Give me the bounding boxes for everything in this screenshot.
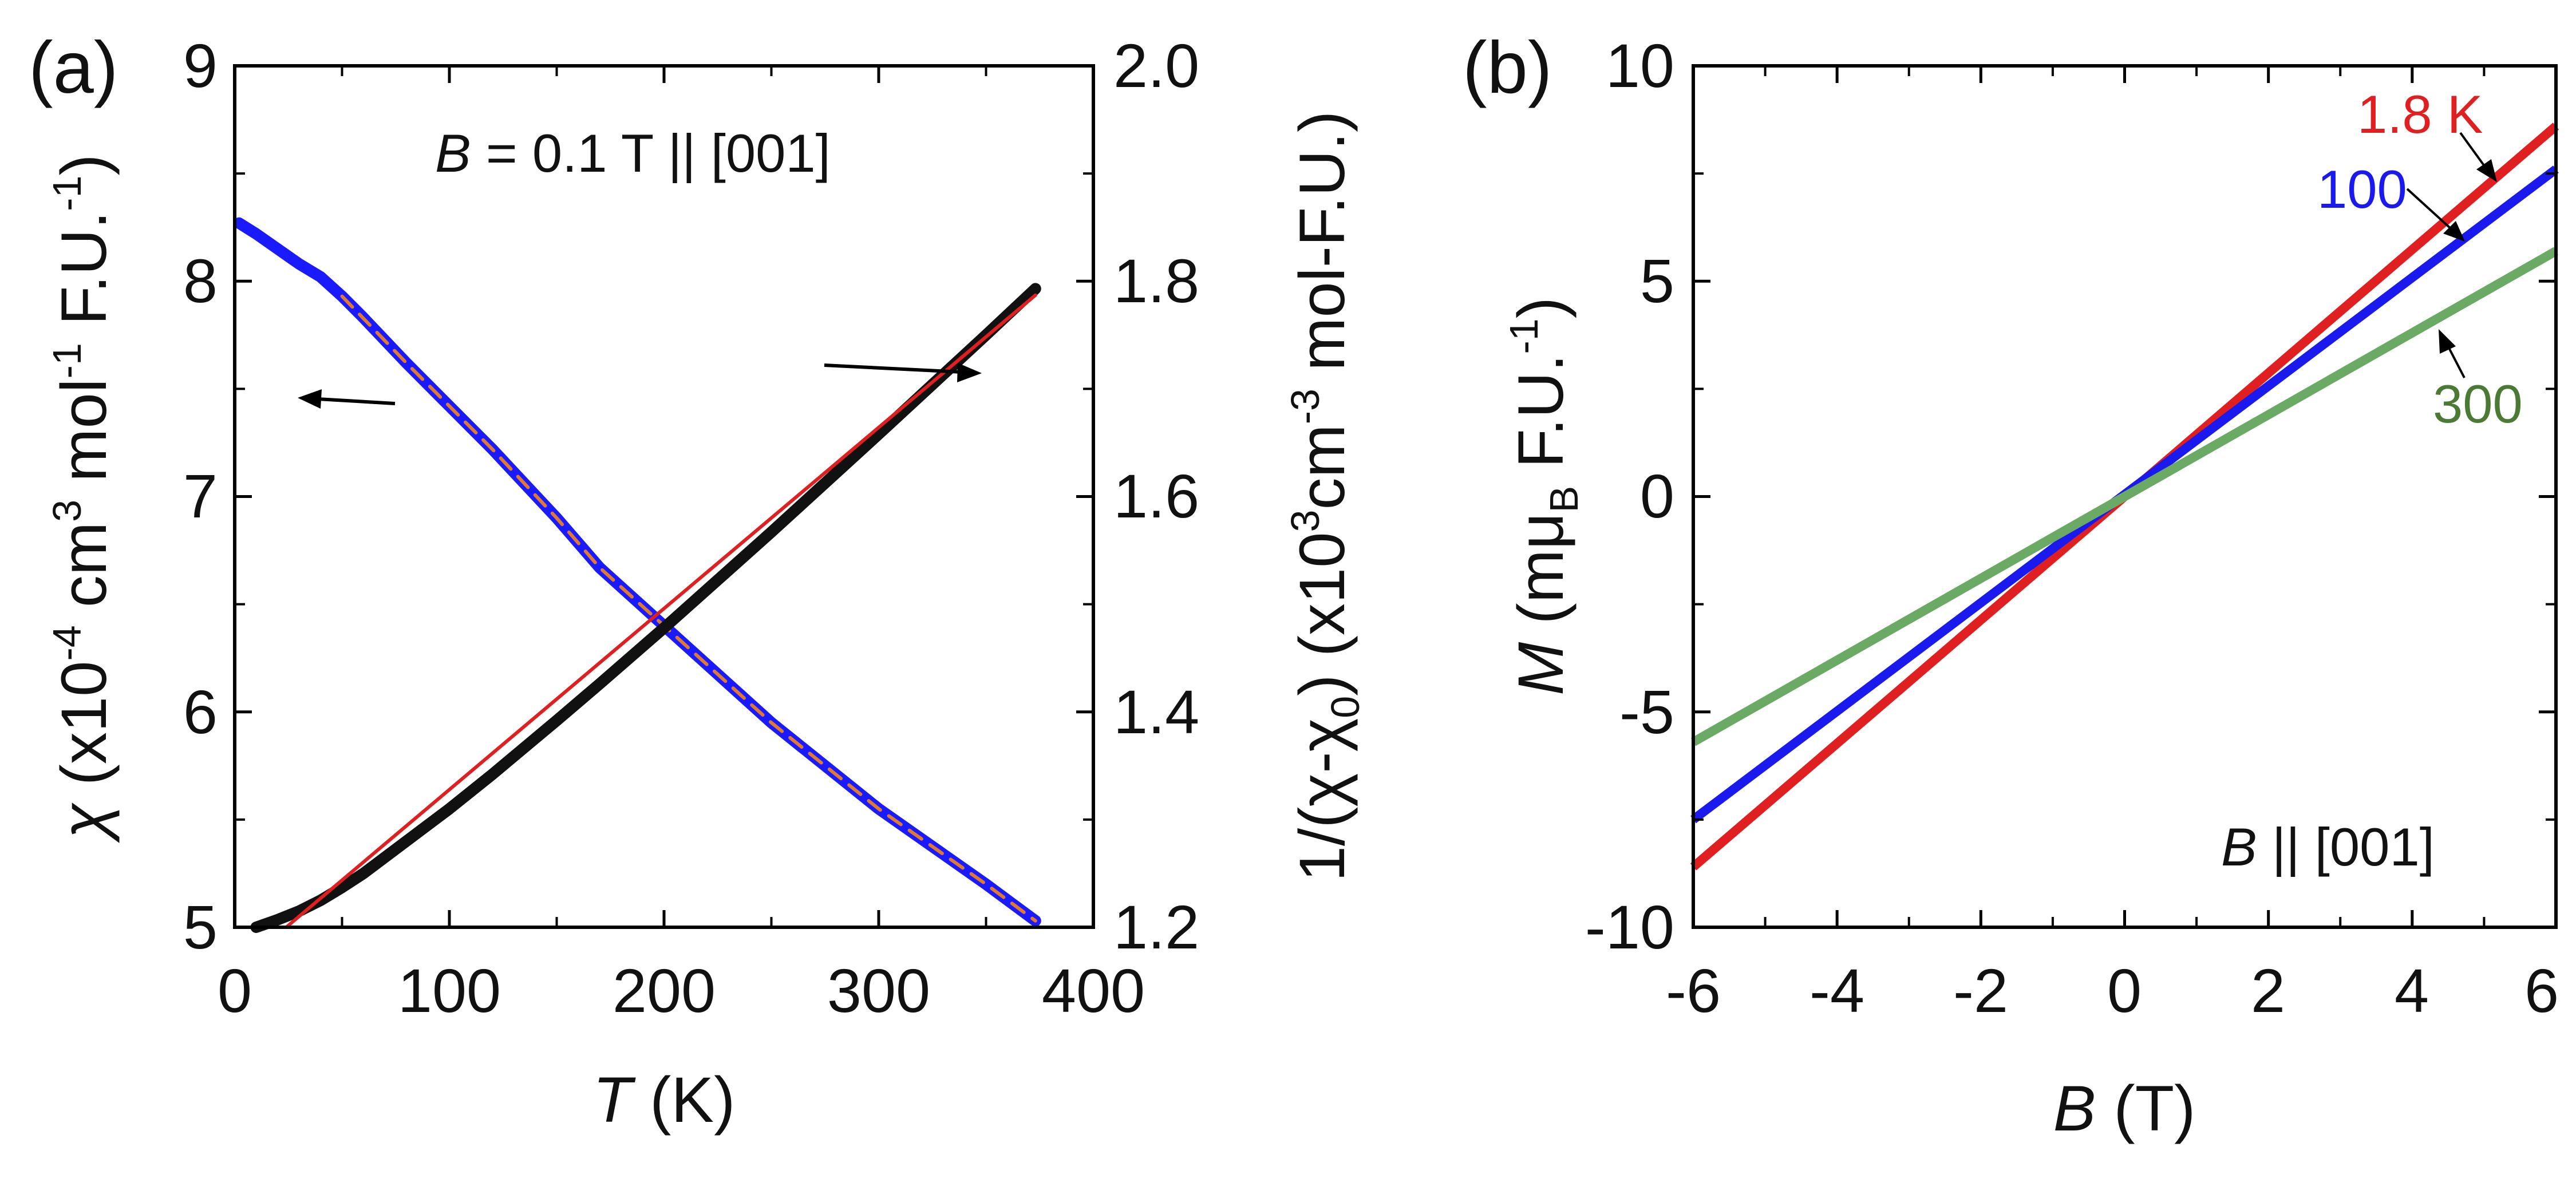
- right-axis-arrow: [824, 363, 982, 382]
- a-ytick-left-7: 7: [183, 461, 218, 531]
- b-annot-text: || [001]: [2257, 817, 2435, 877]
- a-yl-p2: cm: [48, 522, 120, 625]
- b-y-var: M: [1505, 642, 1577, 695]
- a-xtick-400: 400: [1042, 956, 1145, 1025]
- arrow-1.8k: [2459, 132, 2497, 182]
- arrow-100: [2406, 188, 2465, 242]
- panel-b-x-tick-labels: -6 -4 -2 0 2 4 6: [1666, 956, 2559, 1025]
- b-xtick-4: 4: [2395, 956, 2429, 1025]
- a-yl-e2: 3: [45, 500, 89, 522]
- b-ytick-m10: -10: [1585, 892, 1674, 962]
- a-ytick-left-9: 9: [183, 31, 218, 100]
- b-xtick-6: 6: [2524, 956, 2559, 1025]
- series-300: [1691, 247, 2558, 746]
- series-label-1.8k: 1.8 K: [2357, 84, 2483, 144]
- a-yr-p1: 1/(χ-χ: [1286, 718, 1358, 882]
- a-left-y-axis-title: χ (x10-4 cm3 mol-1 F.U.-1): [45, 154, 120, 843]
- a-xtick-0: 0: [218, 956, 252, 1025]
- b-xtick-0: 0: [2107, 956, 2142, 1025]
- panel-label-a: (a): [29, 27, 118, 109]
- a-yr-e2: -3: [1283, 389, 1327, 424]
- b-ytick-m5: -5: [1619, 677, 1674, 746]
- panel-a: (a) 0 100 200 300 400 5 6 7 8 9 1.2 1.4 …: [29, 27, 1368, 1136]
- panel-a-series: [233, 217, 1041, 933]
- b-x-unit: (T): [2096, 1073, 2195, 1144]
- series-inverse-chi-fit: [285, 293, 1037, 929]
- b-annot-var: B: [2221, 817, 2257, 877]
- panel-a-frame: [233, 64, 1095, 929]
- a-ytick-right-1.8: 1.8: [1113, 246, 1199, 315]
- b-x-var: B: [2053, 1073, 2096, 1144]
- a-yr-e1: 3: [1283, 510, 1327, 532]
- a-yl-sym: χ: [48, 802, 120, 844]
- a-ytick-right-1.4: 1.4: [1113, 677, 1199, 746]
- b-y-p3: ): [1505, 297, 1577, 318]
- a-yl-e4: -1: [45, 176, 89, 211]
- panel-b-series: [1690, 122, 2559, 871]
- b-y-mu: μ: [1505, 512, 1577, 549]
- b-xtick-m2: -2: [1953, 956, 2008, 1025]
- a-yr-p3: cm: [1286, 424, 1358, 509]
- b-y-s1: B: [1542, 486, 1586, 513]
- series-label-300: 300: [2433, 374, 2523, 434]
- a-ytick-left-6: 6: [183, 677, 218, 746]
- panel-b: (b) -6 -4 -2 0 2 4 6 -10 -5 0 5 10 B (T)…: [1463, 27, 2559, 1144]
- b-y-p2: F.U.: [1505, 354, 1577, 486]
- a-xtick-100: 100: [398, 956, 501, 1025]
- a-x-unit: (K): [632, 1064, 735, 1136]
- a-yl-p1: (x10: [48, 661, 120, 804]
- a-ytick-left-5: 5: [183, 892, 218, 962]
- b-xtick-m4: -4: [1809, 956, 1864, 1025]
- a-yr-p4: mol-F.U.): [1286, 111, 1358, 389]
- panel-a-left-y-tick-labels: 5 6 7 8 9: [183, 31, 218, 962]
- panel-a-ticks: [233, 64, 1095, 929]
- a-yr-s1: 0: [1323, 696, 1368, 718]
- a-right-y-axis-title: 1/(χ-χ0) (x103cm-3 mol-F.U.): [1283, 111, 1368, 882]
- a-yl-e3: -1: [45, 343, 89, 378]
- series-chi: [233, 217, 1041, 927]
- b-xtick-m6: -6: [1666, 956, 1721, 1025]
- arrow-300: [2439, 329, 2466, 378]
- a-ytick-right-1.6: 1.6: [1113, 461, 1199, 531]
- b-ytick-10: 10: [1606, 31, 1674, 100]
- series-label-100: 100: [2317, 159, 2407, 219]
- a-ytick-right-1.2: 1.2: [1113, 892, 1199, 962]
- panel-a-x-tick-labels: 0 100 200 300 400: [218, 956, 1145, 1025]
- a-ytick-left-8: 8: [183, 246, 218, 315]
- a-xtick-200: 200: [613, 956, 716, 1025]
- a-x-var: T: [593, 1064, 637, 1136]
- b-y-p1: (m: [1505, 549, 1577, 642]
- a-yr-p2: ) (x10: [1286, 532, 1358, 695]
- panel-b-y-tick-labels: -10 -5 0 5 10: [1585, 31, 1674, 962]
- b-y-axis-title: M (mμB F.U.-1): [1502, 297, 1586, 695]
- a-xtick-300: 300: [827, 956, 930, 1025]
- a-yl-e1: -4: [45, 625, 89, 661]
- panel-a-right-y-tick-labels: 1.2 1.4 1.6 1.8 2.0: [1113, 31, 1199, 962]
- b-xtick-2: 2: [2251, 956, 2285, 1025]
- a-yl-p5: ): [48, 154, 120, 175]
- b-ytick-5: 5: [1640, 246, 1674, 315]
- b-annotation: B || [001]: [2221, 817, 2435, 877]
- b-ytick-0: 0: [1640, 461, 1674, 531]
- a-annotation: B = 0.1 T || [001]: [435, 123, 831, 183]
- a-ytick-right-2.0: 2.0: [1113, 31, 1199, 100]
- b-x-axis-title: B (T): [2053, 1073, 2196, 1144]
- a-yl-p4: F.U.: [48, 211, 120, 343]
- panel-b-ticks: [1692, 64, 2558, 929]
- b-y-e1: -1: [1502, 318, 1546, 354]
- left-axis-arrow: [298, 389, 396, 409]
- a-yl-p3: mol: [48, 378, 120, 500]
- a-annot-text: = 0.1 T || [001]: [471, 123, 831, 183]
- a-annot-var: B: [435, 123, 471, 183]
- a-x-axis-title: T (K): [593, 1064, 736, 1136]
- panel-label-b: (b): [1463, 27, 1552, 109]
- series-chi-fit: [340, 294, 1037, 923]
